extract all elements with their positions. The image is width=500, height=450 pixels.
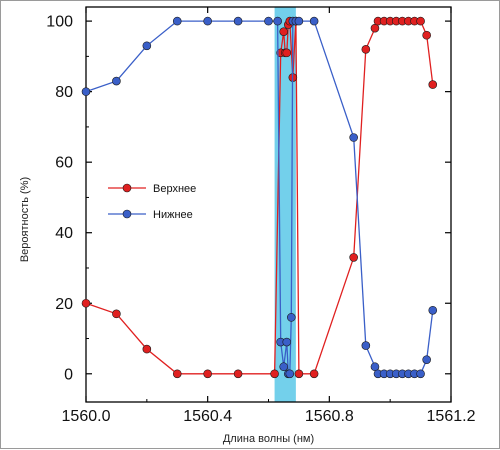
data-point xyxy=(309,369,319,379)
data-point xyxy=(285,369,295,379)
data-point xyxy=(112,309,121,319)
data-point xyxy=(273,16,282,26)
data-point xyxy=(172,16,182,26)
legend: Верхнее Нижнее xyxy=(108,183,196,221)
data-point xyxy=(416,16,425,26)
data-point xyxy=(428,80,438,89)
y-tick-label: 100 xyxy=(46,14,73,31)
data-point xyxy=(233,16,243,26)
y-tick-label: 80 xyxy=(55,84,73,101)
series-upper xyxy=(81,16,438,379)
data-point xyxy=(112,76,121,86)
data-point xyxy=(142,41,152,51)
data-point xyxy=(172,369,182,379)
data-point xyxy=(81,298,91,308)
data-point xyxy=(422,355,431,364)
y-tick-label: 0 xyxy=(64,366,73,383)
data-point xyxy=(370,23,380,33)
legend-marker xyxy=(122,209,132,219)
data-point xyxy=(309,16,319,26)
data-point xyxy=(282,48,292,58)
y-tick-label: 60 xyxy=(55,155,73,172)
legend-item: Верхнее xyxy=(108,183,196,195)
data-point xyxy=(282,337,292,347)
x-tick-label: 1561.2 xyxy=(427,408,476,425)
data-point xyxy=(203,369,212,379)
data-point xyxy=(142,344,152,354)
x-tick-label: 1560.0 xyxy=(62,408,111,425)
data-point xyxy=(428,306,438,315)
series-lower xyxy=(81,16,438,379)
y-tick-label: 20 xyxy=(55,296,73,313)
data-point xyxy=(287,313,296,322)
data-point xyxy=(294,369,304,379)
data-point xyxy=(203,16,212,26)
data-point xyxy=(81,87,91,96)
legend-label: Верхнее xyxy=(153,183,196,195)
data-point xyxy=(279,27,289,36)
data-point xyxy=(361,341,371,350)
legend-label: Нижнее xyxy=(153,209,193,221)
data-point xyxy=(349,253,358,262)
data-point xyxy=(349,133,358,142)
data-point xyxy=(294,16,304,26)
data-point xyxy=(233,369,243,379)
data-point xyxy=(422,30,431,40)
series-line xyxy=(85,20,434,375)
legend-marker xyxy=(122,183,132,193)
x-axis-title: Длина волны (нм) xyxy=(223,433,314,445)
data-point xyxy=(370,362,380,372)
legend-item: Нижнее xyxy=(108,209,193,221)
data-point xyxy=(416,369,425,379)
data-point xyxy=(279,362,289,372)
data-point xyxy=(361,45,371,54)
y-tick-label: 40 xyxy=(55,225,73,242)
x-tick-label: 1560.8 xyxy=(305,408,354,425)
data-point xyxy=(264,16,273,26)
y-axis-title: Вероятность (%) xyxy=(19,177,31,262)
series-line xyxy=(85,20,434,375)
x-tick-label: 1560.4 xyxy=(183,408,232,425)
data-point xyxy=(270,369,279,379)
